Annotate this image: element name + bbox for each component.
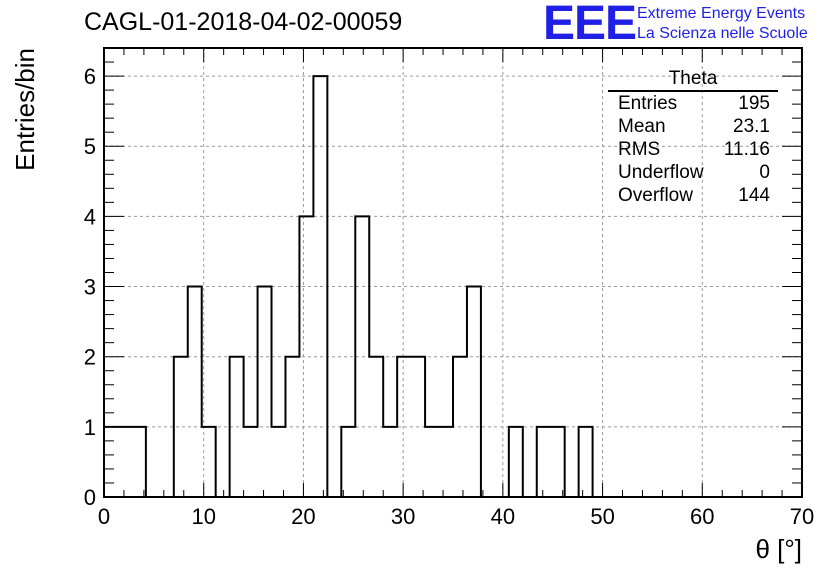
x-axis-title: θ [°] [755,534,802,564]
y-tick-label: 5 [84,134,96,159]
logo-line-1: Extreme Energy Events [637,5,806,22]
stats-row-underflow: Underflow 0 [608,161,778,184]
y-tick-label: 6 [84,64,96,89]
x-tick-label: 40 [491,504,515,529]
y-tick-label: 2 [84,345,96,370]
stats-row-mean: Mean 23.1 [608,115,778,138]
logo-line-2: La Scienza nelle Scuole [637,25,808,42]
y-tick-label: 3 [84,275,96,300]
x-tick-label: 60 [690,504,714,529]
x-tick-label: 20 [291,504,315,529]
stats-title: Theta [608,68,778,92]
run-title: CAGL-01-2018-04-02-00059 [84,8,403,36]
y-axis-title: Entries/bin [10,48,40,171]
y-tick-label: 1 [84,415,96,440]
eee-logo: EEE [543,0,637,50]
stats-box: Theta Entries 195 Mean 23.1 RMS 11.16 Un… [608,68,778,207]
x-tick-label: 10 [191,504,215,529]
stats-value: 144 [738,185,770,206]
stats-row-entries: Entries 195 [608,92,778,115]
y-tick-label: 4 [84,204,96,229]
stats-label: Entries [618,93,678,114]
stats-value: 11.16 [723,139,770,160]
stats-label: Mean [618,116,666,137]
stats-label: Underflow [618,162,704,183]
y-tick-label: 0 [84,485,96,510]
stats-label: RMS [618,139,661,160]
axis-ticks [103,47,803,498]
x-tick-label: 0 [98,504,110,529]
x-tick-label: 70 [790,504,814,529]
stats-row-overflow: Overflow 144 [608,184,778,207]
x-tick-label: 30 [391,504,415,529]
plot-frame [103,47,803,498]
stats-row-rms: RMS 11.16 [608,138,778,161]
tick-labels: 0 10 20 30 40 50 60 70 0 1 2 3 4 5 6 [84,64,814,529]
stats-value: 0 [759,162,770,183]
stats-value: 23.1 [733,116,770,137]
stats-label: Overflow [618,185,693,206]
x-tick-label: 50 [590,504,614,529]
stats-value: 195 [738,93,770,114]
